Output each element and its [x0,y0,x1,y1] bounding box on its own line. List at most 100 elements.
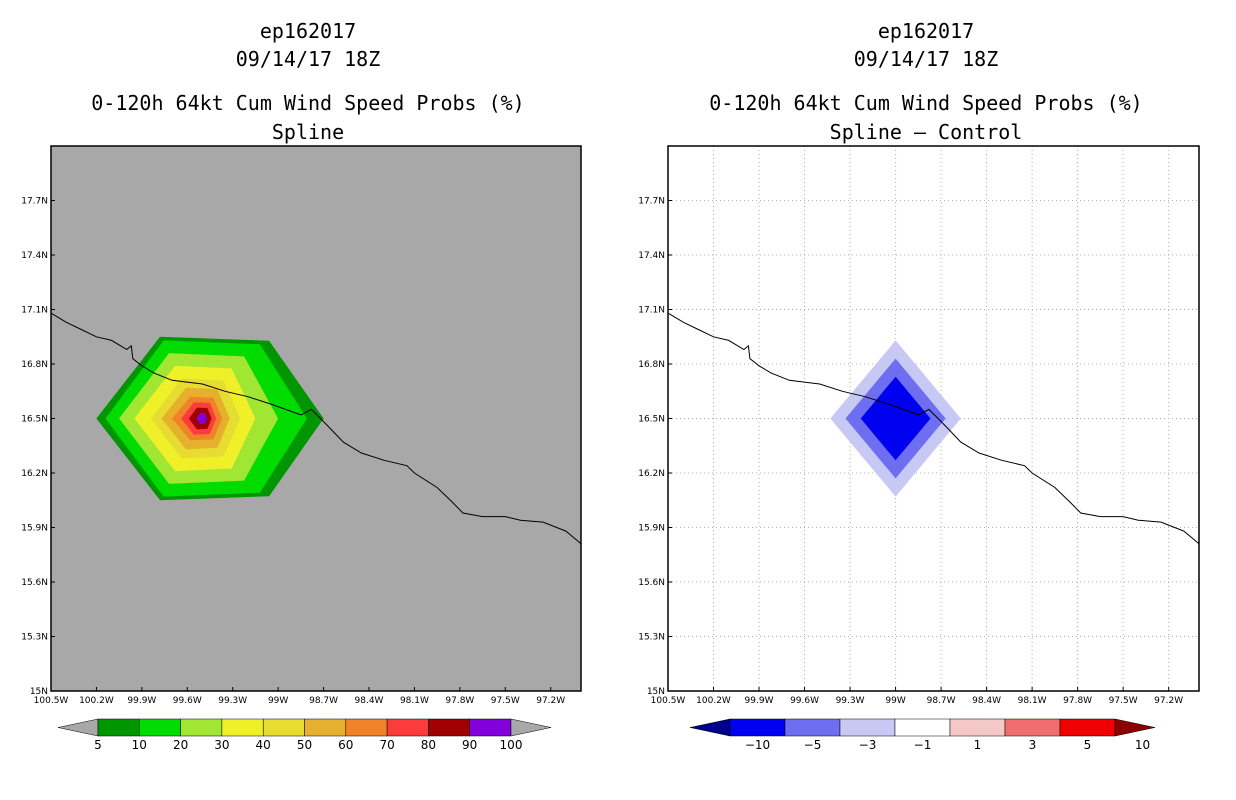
x-tick-label: 97.5W [1109,696,1138,706]
colorbar-segment [262,718,305,737]
colorbar-label: 90 [462,738,477,752]
left-datetime: 09/14/17 18Z [235,47,381,71]
x-tick-label: 99.6W [173,696,202,706]
y-tick-label: 17.1N [21,306,48,316]
colorbar-segment [428,718,470,737]
x-tick-label: 100.2W [79,696,114,706]
x-tick-label: 99W [268,696,288,706]
x-tick-label: 97.8W [1063,696,1092,706]
y-tick-label: 15.6N [638,578,665,588]
colorbar-label: −5 [804,738,822,752]
colorbar-label: 40 [256,738,271,752]
colorbar-segment [469,718,512,737]
y-tick-label: 17.7N [21,197,48,207]
x-tick-label: 97.5W [491,696,520,706]
left-product-title: 0-120h 64kt Cum Wind Speed Probs (%) [91,91,525,115]
colorbar-label: 3 [1029,738,1037,752]
colorbar-label: 100 [500,738,523,752]
left-storm-id: ep162017 [259,19,357,43]
y-tick-label: 16.8N [21,360,48,370]
colorbar-label: 10 [132,738,147,752]
colorbar-segment [729,718,786,737]
right-subtitle: Spline – Control [829,120,1023,144]
right-product-title: 0-120h 64kt Cum Wind Speed Probs (%) [709,91,1143,115]
x-tick-label: 97.2W [536,696,565,706]
y-tick-label: 15.3N [21,633,48,643]
y-tick-label: 17.4N [21,251,48,261]
colorbar-1: 5 10 20 30 40 50 60 70 80 90 100 [57,718,552,752]
contour-band-90 [196,413,207,424]
x-tick-label: 97.8W [445,696,474,706]
colorbar-segment [180,718,223,737]
x-tick-label: 98.7W [927,696,956,706]
contour-band-3 [860,376,931,461]
y-tick-label: 16.5N [638,415,665,425]
colorbar-extend-max [510,718,552,737]
colorbar-extend-max [1114,718,1156,737]
chart-1: 100.5W 100.2W 99.9W 99.6W 99.3W 99W 98.7W 98.4W… [21,145,582,752]
colorbar-label: 50 [297,738,312,752]
colorbar-label: 20 [173,738,188,752]
x-tick-label: 98.7W [309,696,338,706]
right-storm-id: ep162017 [877,19,975,43]
colorbar-segment [139,718,181,737]
y-tick-label: 17.4N [638,251,665,261]
colorbar-segment [221,718,264,737]
right-datetime: 09/14/17 18Z [853,47,999,71]
y-tick-label: 17.7N [638,197,665,207]
colorbar-segment [839,718,896,737]
x-tick-label: 98.4W [355,696,384,706]
colorbar-label: 1 [974,738,982,752]
colorbar-label: 60 [338,738,353,752]
y-tick-label: 16.8N [638,360,665,370]
left-subtitle: Spline [271,120,345,144]
x-tick-label: 99.3W [836,696,865,706]
colorbar-label: 10 [1135,738,1150,752]
colorbar-label: 5 [94,738,102,752]
colorbar-label: 5 [1084,738,1092,752]
coastline [667,312,1200,545]
y-tick-label: 16.2N [21,469,48,479]
y-tick-label: 16.5N [21,415,48,425]
colorbar-extend-min [689,718,731,737]
y-tick-label: 15.9N [638,524,665,534]
y-tick-label: 15N [647,687,665,697]
x-tick-label: 98.4W [972,696,1001,706]
colorbar-segment [949,718,1006,737]
colorbar-label: 30 [214,738,229,752]
colorbar-label: −1 [914,738,932,752]
x-tick-label: 100.2W [696,696,731,706]
x-tick-label: 98.1W [400,696,429,706]
chart-2: 100.5W 100.2W 99.9W 99.6W 99.3W 99W 98.7W 98.4W… [638,145,1200,752]
x-tick-label: 100.5W [34,696,69,706]
x-tick-label: 99W [885,696,905,706]
y-tick-label: 15N [30,687,48,697]
colorbar-segment [894,718,951,737]
y-tick-label: 15.3N [638,633,665,643]
x-tick-label: 99.9W [745,696,774,706]
y-tick-label: 16.2N [638,469,665,479]
x-tick-label: 99.6W [790,696,819,706]
colorbar-segment [784,718,841,737]
colorbar-segment [97,718,140,737]
y-tick-label: 15.9N [21,524,48,534]
x-tick-label: 99.9W [127,696,156,706]
colorbar-segment [386,718,429,737]
colorbar-label: −3 [859,738,877,752]
colorbar-label: −10 [745,738,770,752]
colorbar-segment [1004,718,1061,737]
colorbar-2: −10 −5 −3 −1 1 3 5 10 [689,718,1156,752]
colorbar-segment [345,718,388,737]
x-tick-label: 97.2W [1154,696,1183,706]
y-tick-label: 15.6N [21,578,48,588]
colorbar-segment [1059,718,1116,737]
colorbar-segment [304,718,347,737]
colorbar-label: 70 [379,738,394,752]
x-tick-label: 98.1W [1018,696,1047,706]
colorbar-label: 80 [421,738,436,752]
y-tick-label: 17.1N [638,306,665,316]
colorbar-extend-min [57,718,99,737]
coastline [50,312,582,545]
x-tick-label: 100.5W [651,696,686,706]
